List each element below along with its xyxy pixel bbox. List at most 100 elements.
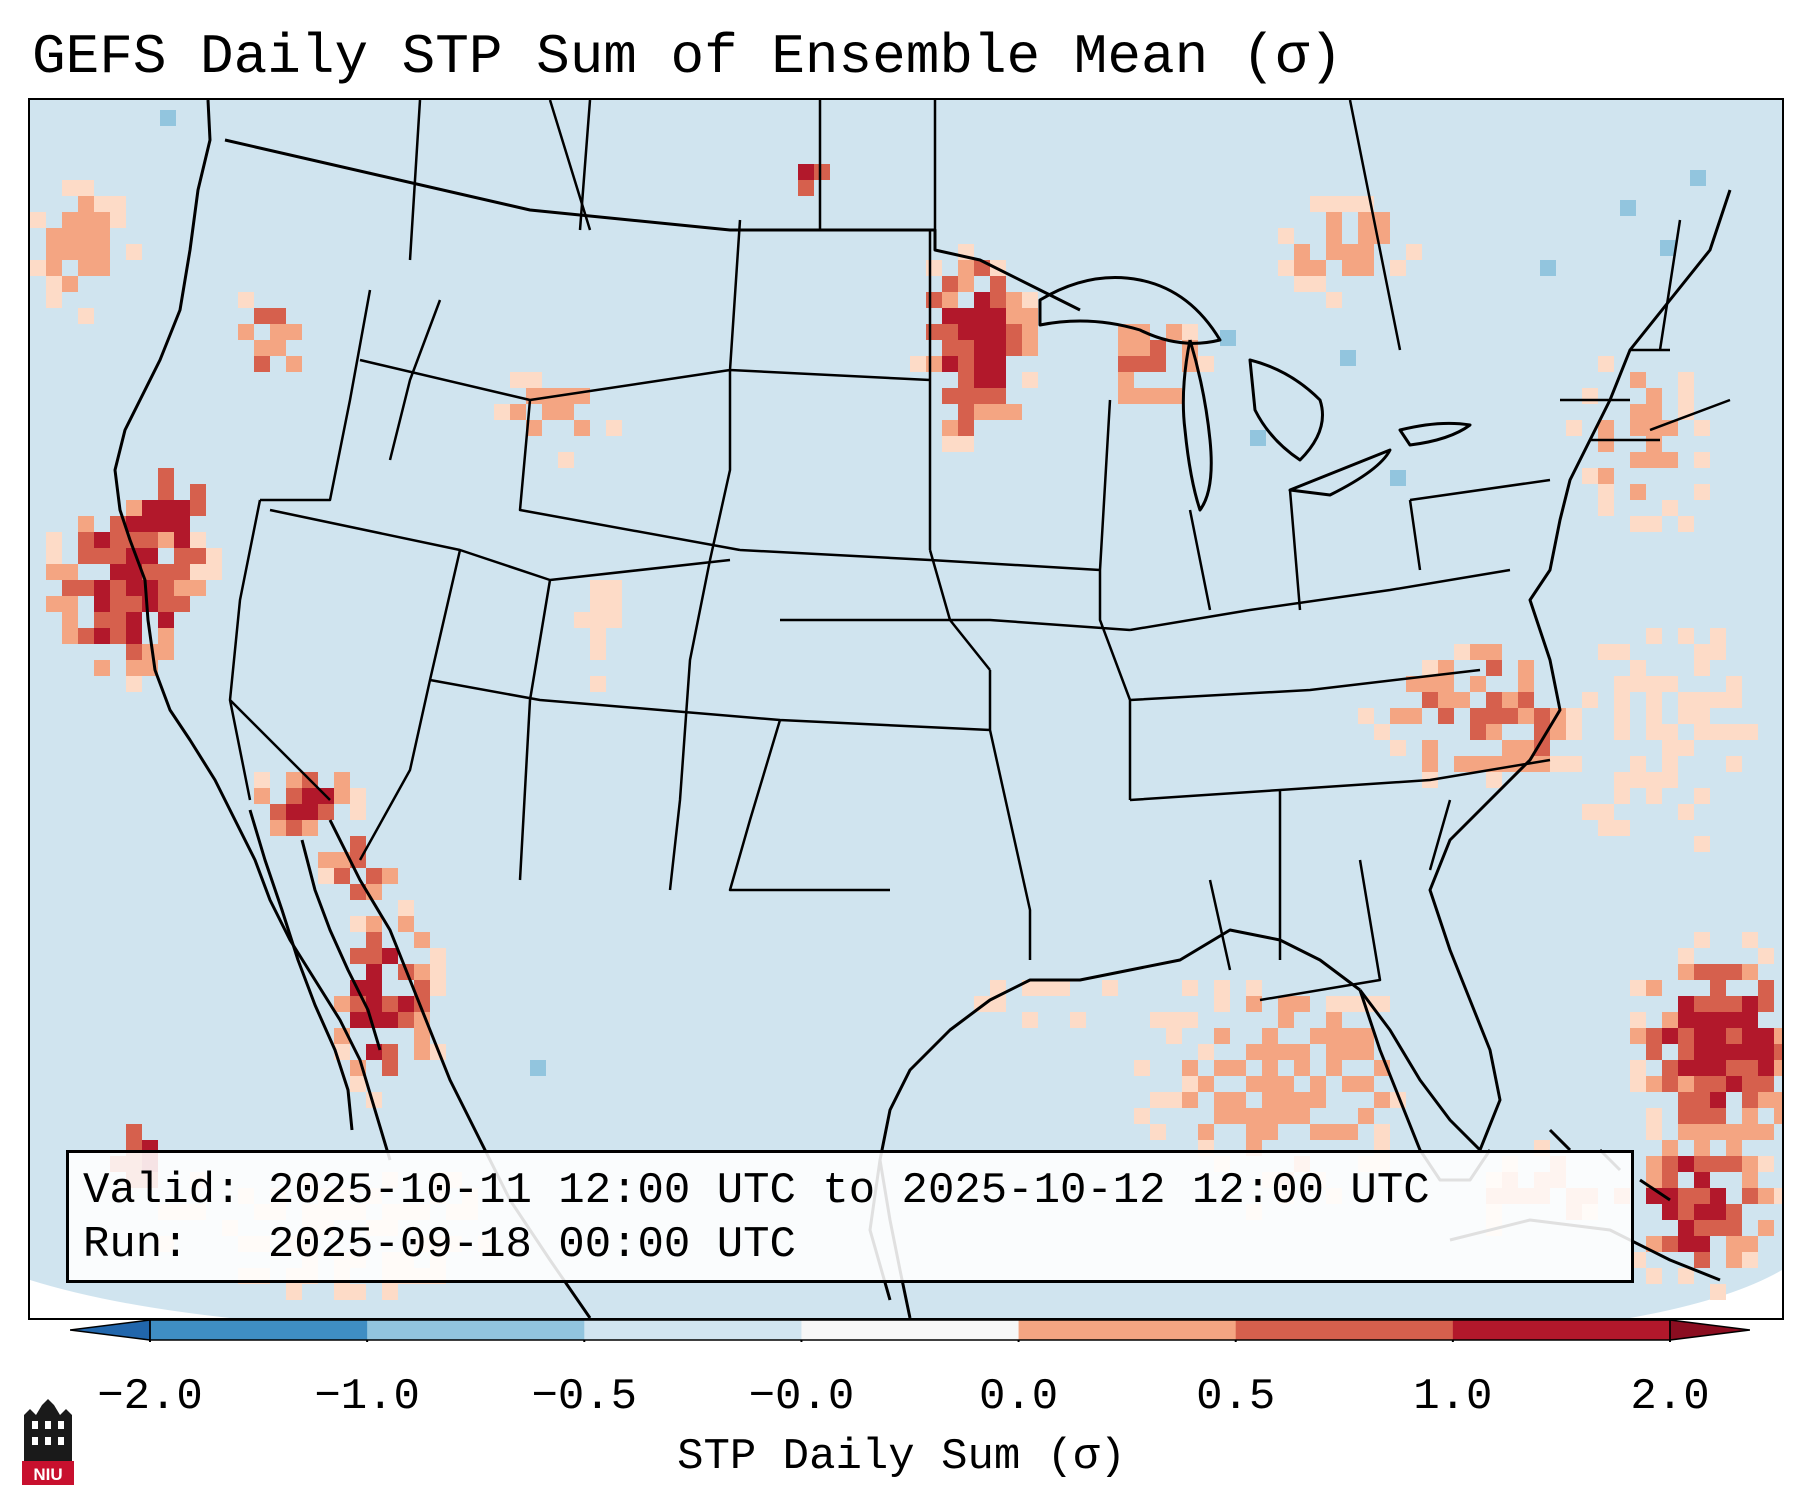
anomaly-cell (174, 500, 190, 516)
anomaly-cell (1246, 996, 1262, 1012)
anomaly-cell (1326, 1012, 1342, 1028)
anomaly-cell (414, 1028, 430, 1044)
run-time-value: 2025-09-18 00:00 UTC (267, 1220, 796, 1270)
anomaly-cell (1198, 1124, 1214, 1140)
anomaly-cell (526, 420, 542, 436)
anomaly-cell (1486, 772, 1502, 788)
anomaly-cell (1710, 692, 1726, 708)
anomaly-cell (590, 628, 606, 644)
anomaly-cell (1620, 200, 1636, 216)
anomaly-cell (1630, 676, 1646, 692)
anomaly-cell (334, 868, 350, 884)
anomaly-cell (1662, 676, 1678, 692)
anomaly-cell (1230, 1060, 1246, 1076)
anomaly-cell (158, 500, 174, 516)
lake-superior (1038, 276, 1222, 345)
anomaly-cell (1150, 1092, 1166, 1108)
anomaly-cell (1726, 692, 1742, 708)
anomaly-cell (62, 564, 78, 580)
anomaly-cell (1182, 1012, 1198, 1028)
anomaly-cell (1022, 292, 1038, 308)
anomaly-cell (1662, 1012, 1678, 1028)
anomaly-cell (1742, 1028, 1758, 1044)
anomaly-cell (1134, 1108, 1150, 1124)
anomaly-cell (46, 276, 62, 292)
colorbar-ticks (149, 1340, 1671, 1342)
anomaly-cell (1710, 1108, 1726, 1124)
lake-huron (1248, 358, 1324, 462)
anomaly-cell (1614, 724, 1630, 740)
anomaly-cell (1598, 484, 1614, 500)
anomaly-cell (302, 804, 318, 820)
anomaly-cell (1694, 932, 1710, 948)
anomaly-cell (382, 996, 398, 1012)
anomaly-cell (974, 372, 990, 388)
anomaly-cell (430, 964, 446, 980)
anomaly-cell (990, 340, 1006, 356)
anomaly-cell (1630, 452, 1646, 468)
anomaly-cell (1374, 212, 1390, 228)
anomaly-cell (1726, 1140, 1742, 1156)
anomaly-cell (126, 580, 142, 596)
anomaly-cell (1758, 1028, 1774, 1044)
anomaly-cell (46, 292, 62, 308)
anomaly-cell (78, 532, 94, 548)
anomaly-cell (1678, 964, 1694, 980)
anomaly-cell (1358, 708, 1374, 724)
anomaly-cell (1390, 740, 1406, 756)
anomaly-cell (1022, 308, 1038, 324)
anomaly-cell (110, 564, 126, 580)
anomaly-cell (1486, 660, 1502, 676)
anomaly-cell (510, 372, 526, 388)
anomaly-cell (1678, 740, 1694, 756)
anomaly-cell (1742, 932, 1758, 948)
anomaly-cell (558, 452, 574, 468)
anomaly-cell (1630, 1012, 1646, 1028)
colorbar-tick-label: −2.0 (97, 1372, 203, 1422)
anomaly-cell (174, 516, 190, 532)
anomaly-cell (78, 196, 94, 212)
anomaly-cell (1454, 644, 1470, 660)
anomaly-cell (382, 868, 398, 884)
anomaly-cell (62, 596, 78, 612)
anomaly-cell (158, 484, 174, 500)
anomaly-cell (1694, 1204, 1710, 1220)
anomaly-cell (1694, 1124, 1710, 1140)
anomaly-cell (1278, 1108, 1294, 1124)
anomaly-cell (174, 564, 190, 580)
anomaly-cell (1310, 276, 1326, 292)
anomaly-cell (1262, 1092, 1278, 1108)
anomaly-cell (1022, 372, 1038, 388)
anomaly-cell (302, 820, 318, 836)
anomaly-cell (1758, 996, 1774, 1012)
colorbar-outline (149, 1319, 1671, 1341)
anomaly-cell (1694, 484, 1710, 500)
anomaly-cell (798, 164, 814, 180)
colorbar-segment (367, 1320, 585, 1340)
anomaly-cell (1678, 1220, 1694, 1236)
anomaly-cell (1662, 1060, 1678, 1076)
anomaly-cell (78, 212, 94, 228)
anomaly-cell (78, 260, 94, 276)
anomaly-cell (974, 340, 990, 356)
anomaly-cell (1262, 1108, 1278, 1124)
anomaly-cell (1758, 980, 1774, 996)
anomaly-cell (1326, 1124, 1342, 1140)
anomaly-cell (1598, 500, 1614, 516)
anomaly-cell (1646, 1076, 1662, 1092)
anomaly-cell (1502, 708, 1518, 724)
anomaly-cell (974, 404, 990, 420)
colorbar-tick-label: −0.5 (531, 1372, 638, 1422)
anomaly-cell (1294, 244, 1310, 260)
anomaly-cell (78, 548, 94, 564)
anomaly-cell (1326, 212, 1342, 228)
anomaly-cell (270, 324, 286, 340)
anomaly-cell (30, 260, 46, 276)
anomaly-cell (1630, 404, 1646, 420)
anomaly-cell (1358, 1028, 1374, 1044)
anomaly-cell (62, 612, 78, 628)
anomaly-cell (558, 404, 574, 420)
anomaly-cell (382, 1060, 398, 1076)
anomaly-cell (254, 788, 270, 804)
lake-ontario (1398, 421, 1472, 447)
